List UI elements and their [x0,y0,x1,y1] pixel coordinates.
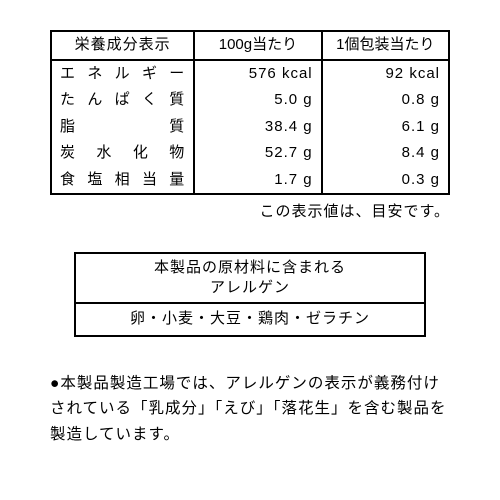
allergen-title: 本製品の原材料に含まれる アレルゲン [75,253,425,304]
row-val1: 52.7 g [194,140,321,167]
table-row: 食塩相当量 1.7 g 0.3 g [51,167,449,195]
row-val2: 0.8 g [322,87,449,114]
row-label: 食塩相当量 [51,167,194,195]
nutrition-header-col2: 1個包装当たり [322,31,449,60]
allergen-title-line1: 本製品の原材料に含まれる [154,259,346,276]
row-val2: 0.3 g [322,167,449,195]
row-val1: 576 kcal [194,60,321,88]
table-row: たんぱく質 5.0 g 0.8 g [51,87,449,114]
row-val1: 5.0 g [194,87,321,114]
nutrition-note: この表示値は、目安です。 [50,201,450,224]
nutrition-header-col1: 100g当たり [194,31,321,60]
nutrition-header-label: 栄養成分表示 [51,31,194,60]
row-val1: 38.4 g [194,114,321,141]
row-val2: 6.1 g [322,114,449,141]
table-row: 炭 水 化 物 52.7 g 8.4 g [51,140,449,167]
nutrition-table: 栄養成分表示 100g当たり 1個包装当たり エネルギー 576 kcal 92… [50,30,450,195]
row-label: 脂 質 [51,114,194,141]
row-val2: 92 kcal [322,60,449,88]
bottom-note-text: ●本製品製造工場では、アレルゲンの表示が義務付けされている「乳成分」「えび」「落… [50,375,447,443]
allergen-table: 本製品の原材料に含まれる アレルゲン 卵・小麦・大豆・鶏肉・ゼラチン [74,252,426,337]
row-val2: 8.4 g [322,140,449,167]
row-label: エネルギー [51,60,194,88]
row-label: 炭 水 化 物 [51,140,194,167]
allergen-items: 卵・小麦・大豆・鶏肉・ゼラチン [75,303,425,336]
table-row: 脂 質 38.4 g 6.1 g [51,114,449,141]
table-row: エネルギー 576 kcal 92 kcal [51,60,449,88]
allergen-title-line2: アレルゲン [210,279,290,296]
factory-allergen-note: ●本製品製造工場では、アレルゲンの表示が義務付けされている「乳成分」「えび」「落… [50,371,450,448]
row-label: たんぱく質 [51,87,194,114]
row-val1: 1.7 g [194,167,321,195]
